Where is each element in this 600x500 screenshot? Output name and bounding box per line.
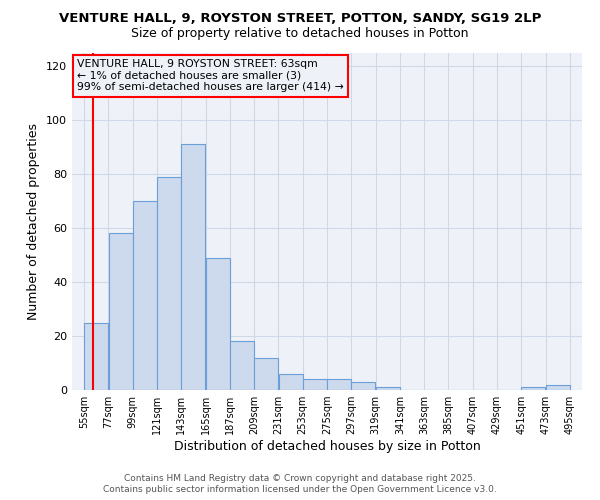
Bar xyxy=(546,384,569,390)
Bar xyxy=(157,176,181,390)
Bar xyxy=(254,358,278,390)
Bar xyxy=(109,234,133,390)
Bar xyxy=(181,144,205,390)
Bar xyxy=(230,342,254,390)
Bar xyxy=(352,382,376,390)
Bar xyxy=(85,322,108,390)
Bar xyxy=(327,379,351,390)
Bar xyxy=(303,379,327,390)
X-axis label: Distribution of detached houses by size in Potton: Distribution of detached houses by size … xyxy=(173,440,481,453)
Y-axis label: Number of detached properties: Number of detached properties xyxy=(28,122,40,320)
Bar xyxy=(376,388,400,390)
Bar xyxy=(278,374,302,390)
Text: Contains HM Land Registry data © Crown copyright and database right 2025.
Contai: Contains HM Land Registry data © Crown c… xyxy=(103,474,497,494)
Bar xyxy=(133,201,157,390)
Text: VENTURE HALL, 9 ROYSTON STREET: 63sqm
← 1% of detached houses are smaller (3)
99: VENTURE HALL, 9 ROYSTON STREET: 63sqm ← … xyxy=(77,59,344,92)
Text: VENTURE HALL, 9, ROYSTON STREET, POTTON, SANDY, SG19 2LP: VENTURE HALL, 9, ROYSTON STREET, POTTON,… xyxy=(59,12,541,26)
Bar xyxy=(521,388,545,390)
Bar xyxy=(206,258,230,390)
Text: Size of property relative to detached houses in Potton: Size of property relative to detached ho… xyxy=(131,28,469,40)
